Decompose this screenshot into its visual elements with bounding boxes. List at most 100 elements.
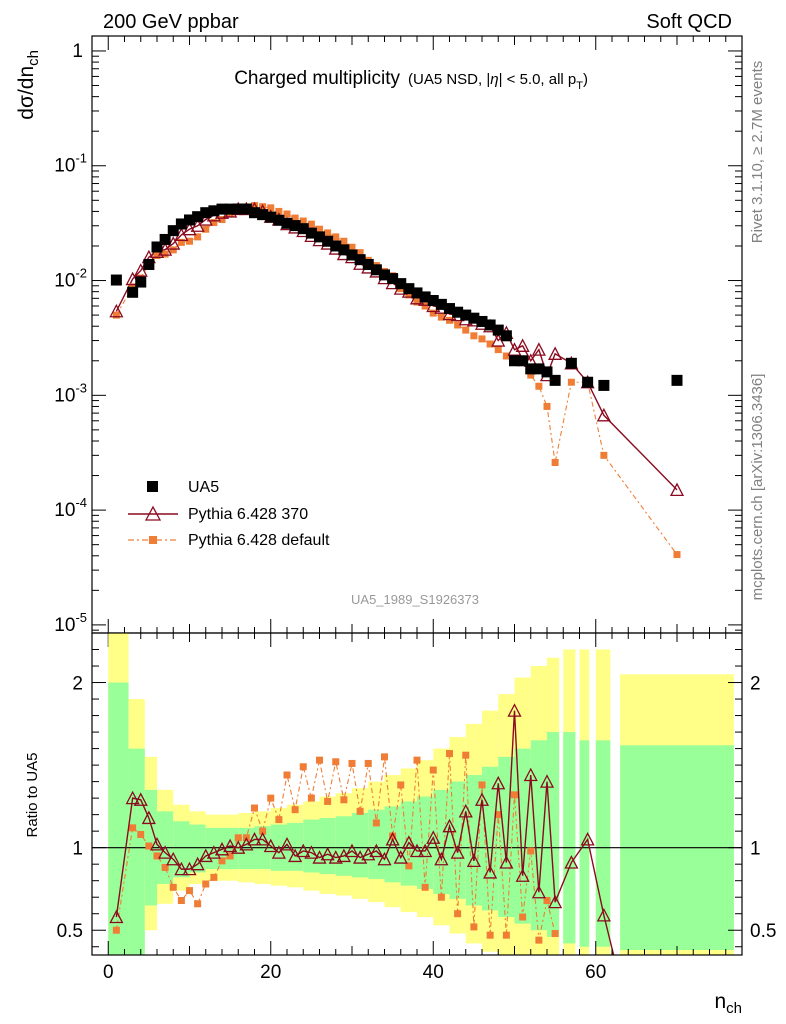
point-ua5 [476, 315, 488, 327]
ratio-point-pythia-370 [483, 865, 498, 879]
ratio-point-pythia-370 [442, 818, 457, 833]
ratio-band-inner [352, 812, 369, 878]
ratio-point-pythia-370 [458, 803, 473, 818]
point-ua5 [582, 376, 594, 388]
ratio-band-inner [335, 816, 352, 876]
point-ua5 [249, 207, 260, 219]
point-ua5 [314, 231, 325, 243]
ratio-y-tick-label: 1 [72, 839, 83, 860]
ratio-point-pythia-default [129, 824, 137, 832]
ratio-point-pythia-default [340, 796, 348, 804]
ratio-point-pythia-370 [450, 845, 465, 859]
point-ua5 [200, 207, 212, 219]
ratio-band-inner [530, 740, 547, 931]
ratio-y-tick-label: 0.5 [57, 921, 83, 942]
point-pythia-default [600, 451, 608, 459]
ratio-point-pythia-default [527, 847, 535, 855]
ratio-point-pythia-default [153, 852, 161, 860]
ratio-point-pythia-default [486, 931, 494, 939]
ratio-point-pythia-370 [539, 774, 555, 788]
point-ua5 [565, 357, 577, 369]
ratio-band-inner [128, 748, 145, 955]
point-pythia-default [340, 237, 348, 245]
ratio-band-inner [417, 796, 434, 889]
ratio-point-pythia-default [169, 883, 177, 891]
ratio-point-pythia-default [519, 913, 527, 921]
point-ua5 [322, 235, 334, 247]
point-pythia-default [421, 302, 429, 310]
legend-label-ua5: UA5 [188, 479, 219, 496]
point-ua5 [175, 218, 187, 230]
ratio-point-pythia-370 [596, 907, 611, 922]
point-pythia-default [283, 210, 291, 218]
ratio-point-pythia-default [551, 930, 559, 938]
ratio-point-pythia-370 [109, 909, 124, 924]
x-tick-label: 40 [423, 962, 444, 983]
analysis-id-label: UA5_1989_S1926373 [351, 592, 479, 607]
legend-label-pythia-default: Pythia 6.428 default [188, 532, 330, 549]
ratio-point-pythia-370 [499, 855, 514, 869]
point-pythia-default [275, 207, 283, 215]
point-ua5 [346, 249, 358, 261]
ratio-point-pythia-default [112, 926, 120, 934]
point-ua5 [110, 274, 122, 286]
ratio-line-pythia-370 [115, 710, 615, 956]
ratio-point-pythia-default [332, 758, 340, 766]
ratio-point-pythia-370 [255, 832, 270, 846]
ratio-point-pythia-default [307, 794, 315, 802]
ratio-point-pythia-default [397, 781, 405, 789]
ratio-point-pythia-default [251, 804, 258, 812]
ratio-band-inner [319, 817, 336, 875]
ratio-point-pythia-default [462, 751, 470, 759]
ratio-point-pythia-default [372, 819, 380, 827]
ratio-point-pythia-370 [149, 836, 165, 851]
point-pythia-default [267, 204, 275, 212]
legend-marker-pythia-default [149, 536, 157, 544]
point-pythia-default [673, 551, 681, 559]
ratio-point-pythia-370 [507, 703, 522, 717]
ratio-point-pythia-default [202, 880, 210, 888]
ratio-point-pythia-default [478, 781, 486, 789]
point-pythia-default [551, 458, 559, 466]
point-ua5 [159, 233, 171, 245]
ratio-point-pythia-default [356, 807, 364, 815]
chart-title: Charged multiplicity [234, 68, 400, 89]
ratio-point-pythia-default [161, 863, 169, 871]
point-ua5 [598, 379, 610, 391]
line-pythia-370 [115, 208, 678, 491]
point-ua5 [468, 312, 480, 324]
ratio-point-pythia-370 [434, 851, 449, 866]
ratio-point-pythia-default [470, 923, 478, 931]
point-ua5 [419, 291, 431, 303]
point-pythia-370 [669, 482, 685, 497]
point-pythia-default [251, 202, 258, 210]
point-ua5 [387, 273, 399, 285]
x-tick-label: 20 [260, 962, 281, 983]
point-ua5 [435, 298, 447, 310]
point-ua5 [460, 309, 472, 321]
ratio-point-pythia-370 [247, 832, 262, 846]
point-pythia-default [413, 298, 421, 306]
ratio-band-inner [595, 740, 611, 947]
ratio-point-pythia-default [421, 883, 429, 891]
point-pythia-default [429, 309, 437, 317]
point-pythia-default [161, 250, 169, 258]
ratio-point-pythia-370 [474, 792, 490, 806]
ratio-point-pythia-default [389, 832, 397, 840]
mcplots-label: mcplots.cern.ch [arXiv:1306.3436] [749, 374, 766, 601]
point-ua5 [403, 283, 415, 295]
point-pythia-default [470, 332, 478, 340]
point-ua5 [509, 355, 520, 367]
point-pythia-370 [133, 263, 148, 277]
ratio-band-inner [238, 827, 255, 870]
legend: UA5 Pythia 6.428 370 Pythia 6.428 defaul… [128, 479, 330, 549]
ratio-band-inner [449, 781, 466, 899]
ratio-point-pythia-default [259, 827, 267, 835]
ratio-band-inner [547, 732, 560, 937]
point-ua5 [240, 203, 252, 215]
ratio-y-tick-label-right: 0.5 [750, 921, 776, 942]
ratio-point-pythia-default [299, 763, 307, 771]
y-axis-label: dσ/dnch [15, 50, 42, 120]
y-tick-label: 10-4 [54, 495, 87, 521]
ratio-point-pythia-default [543, 897, 551, 905]
